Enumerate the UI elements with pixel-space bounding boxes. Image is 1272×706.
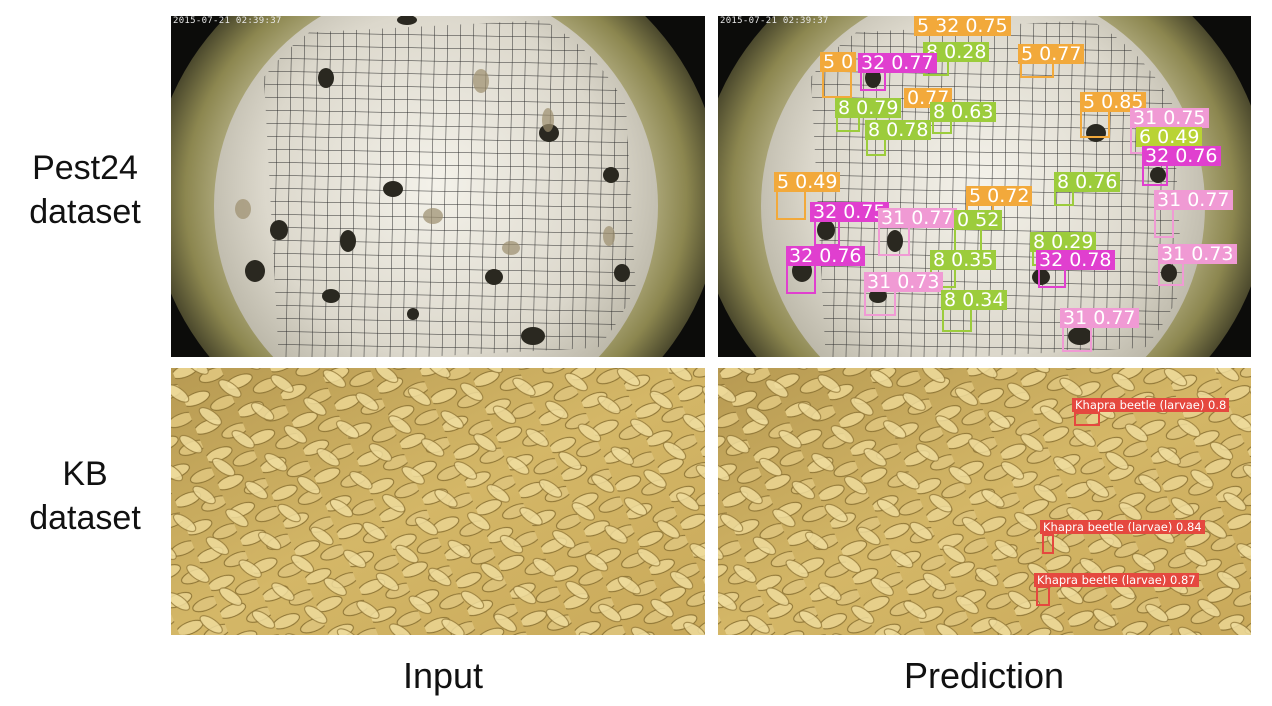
timestamp: 2015-07-21 02:39:37 (173, 16, 282, 26)
detection-label: 8 0.29 (1030, 232, 1097, 252)
detection-box (1042, 534, 1054, 554)
detection-label: 5 0.72 (966, 186, 1033, 206)
detection-label: 8 0.78 (865, 120, 932, 140)
detection-label: 5 32 0.75 (914, 16, 1011, 36)
row-label-pest24: Pest24 dataset (0, 146, 170, 234)
rice-grains-photo (718, 368, 1251, 635)
pest24-trap-photo (171, 16, 705, 357)
detection-box (1036, 586, 1050, 606)
detection-label: 31 0.73 (864, 272, 943, 292)
detection-label: 0 52 (954, 210, 1003, 230)
detection-box (822, 70, 852, 98)
detection-label: 8 0.28 (923, 42, 990, 62)
detection-label: Khapra beetle (larvae) 0.87 (1034, 573, 1199, 587)
column-label-input: Input (402, 655, 484, 696)
detection-box (814, 220, 840, 246)
column-label-prediction: Prediction (903, 655, 1065, 696)
detection-label: 31 0.77 (878, 208, 957, 228)
detection-label: 5 0 (820, 52, 857, 72)
detection-box (878, 226, 910, 256)
detection-label: 31 0.77 (1060, 308, 1139, 328)
detection-label: 32 0.76 (1142, 146, 1221, 166)
detection-label: 32 0.77 (858, 53, 937, 73)
detection-label: 8 0.79 (835, 98, 902, 118)
detection-label: 8 0.35 (930, 250, 997, 270)
detection-label: Khapra beetle (larvae) 0.8 (1072, 398, 1230, 412)
detection-box (1080, 110, 1110, 138)
detection-box (786, 264, 816, 294)
detection-label: 31 0.77 (1154, 190, 1233, 210)
row-label-line2: dataset (29, 499, 141, 537)
detection-box (942, 308, 972, 332)
pest24-prediction-image: 2015-07-21 02:39:37 5 32 0.75 8 0.28 5 0.7… (718, 16, 1251, 357)
kb-prediction-image: Khapra beetle (larvae) 0.8 Khapra beetle … (718, 368, 1251, 635)
kb-input-image (171, 368, 705, 635)
detection-label: 32 0.78 (1036, 250, 1115, 270)
timestamp: 2015-07-21 02:39:37 (720, 16, 829, 26)
row-label-line1: Pest24 (32, 149, 138, 187)
detection-box (864, 290, 896, 316)
row-label-kb: KB dataset (0, 452, 170, 540)
detection-label: 5 0.77 (1018, 44, 1085, 64)
detection-label: 5 0.49 (774, 172, 841, 192)
detection-box (1062, 326, 1092, 352)
detection-box (860, 71, 886, 91)
row-label-line2: dataset (29, 193, 141, 231)
detection-label: 8 0.76 (1054, 172, 1121, 192)
detection-label: 6 0.49 (1136, 127, 1203, 147)
detection-label: 31 0.75 (1130, 108, 1209, 128)
detection-box (776, 190, 806, 220)
detection-box (1038, 268, 1066, 288)
detection-label: 31 0.73 (1158, 244, 1237, 264)
detection-box (1074, 412, 1100, 426)
detection-box (1158, 262, 1184, 286)
detection-label: 32 0.76 (786, 246, 865, 266)
detection-box (1154, 208, 1174, 238)
row-label-line1: KB (62, 455, 108, 493)
detection-label: Khapra beetle (larvae) 0.84 (1040, 520, 1205, 534)
detection-box (1142, 164, 1168, 186)
pest24-input-image: 2015-07-21 02:39:37 (171, 16, 705, 357)
rice-grains-photo (171, 368, 705, 635)
detection-label: 32 0.75 (810, 202, 889, 222)
detection-label: 8 0.34 (941, 290, 1008, 310)
detection-label: 5 0.85 (1080, 92, 1147, 112)
detection-label: 8 0.63 (930, 102, 997, 122)
